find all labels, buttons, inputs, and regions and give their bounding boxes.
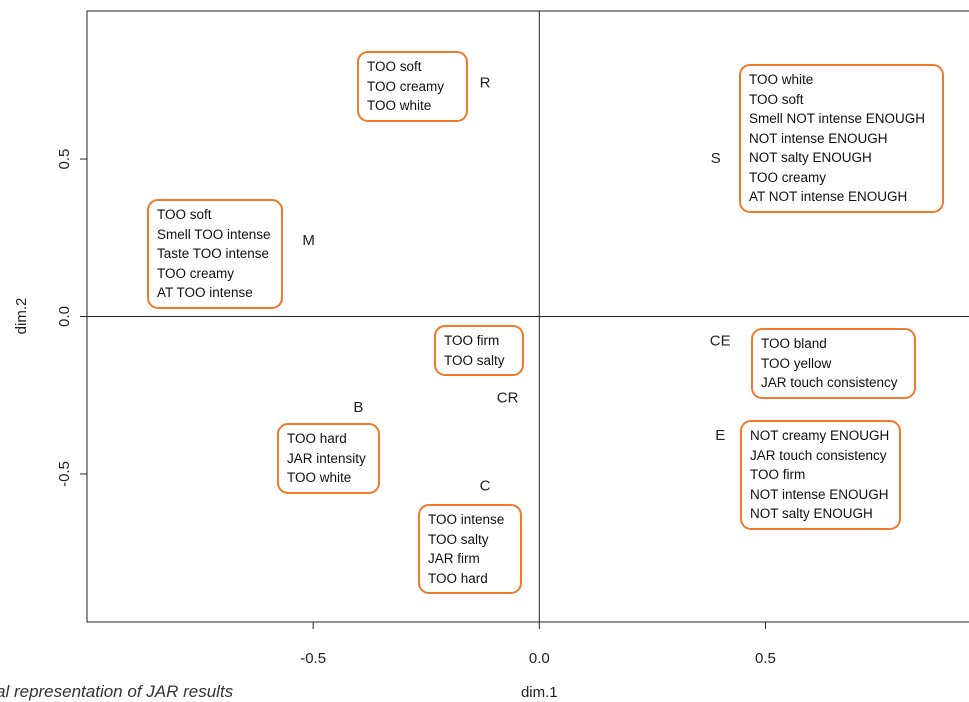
attribute-text: TOO hard [287,431,347,446]
attribute-box-ce: TOO bland TOO yellow JAR touch consistency [751,328,916,399]
figure-caption: al representation of JAR results [0,682,234,701]
attribute-box-m: TOO soft Smell TOO intense Taste TOO inten… [147,199,283,309]
x-tick-label: 0.5 [755,650,776,667]
point-label-r: R [480,74,491,91]
attribute-text: TOO soft [157,207,212,222]
attribute-text: TOO creamy [367,78,445,94]
y-axis-label: dim.2 [13,298,30,335]
attribute-text: TOO firm [444,333,500,348]
attribute-text: AT TOO intense [157,285,253,300]
attribute-text: TOO salty [444,352,505,368]
attribute-box-s: TOO white TOO soft Smell NOT intense ENOUG… [739,64,944,213]
point-label-m: M [302,232,315,249]
x-axis-label: dim.1 [521,684,558,701]
point-label-b: B [353,399,363,416]
attribute-text: TOO intense [428,512,505,527]
attribute-box-e: NOT creamy ENOUGH JAR touch consistency TO… [740,420,901,530]
attribute-text: TOO soft [749,91,804,107]
attribute-text: TOO white [287,470,352,485]
attribute-text: JAR touch consistency [750,447,887,463]
attribute-box-cr: TOO firm TOO salty [434,325,524,376]
point-label-s: S [711,150,721,167]
attribute-text: TOO salty [428,531,489,547]
point-label-e: E [715,427,725,444]
attribute-text: JAR firm [428,551,480,566]
x-tick-label: 0.0 [529,650,550,667]
point-label-ce: CE [710,333,731,350]
attribute-text: Taste TOO intense [157,246,270,261]
attribute-text: AT NOT intense ENOUGH [749,189,908,204]
x-tick-label: -0.5 [300,650,326,667]
attribute-text: Smell TOO intense [157,226,271,242]
attribute-text: TOO white [367,98,432,113]
attribute-text: TOO white [749,72,814,87]
attribute-text: NOT salty ENOUGH [749,150,872,165]
attribute-text: TOO firm [750,467,806,482]
attribute-text: TOO yellow [761,355,832,371]
point-label-cr: CR [497,389,519,406]
attribute-text: NOT intense ENOUGH [750,486,889,502]
attribute-box-c: TOO intense TOO salty JAR firm TOO hard [418,504,522,594]
attribute-text: TOO creamy [749,169,827,185]
attribute-text: NOT intense ENOUGH [749,130,888,146]
attribute-text: NOT creamy ENOUGH [750,428,890,443]
attribute-box-r: TOO soft TOO creamy TOO white [357,51,468,122]
attribute-text: TOO creamy [157,265,235,281]
attribute-text: NOT salty ENOUGH [750,506,873,521]
attribute-text: TOO bland [761,336,827,351]
attribute-text: TOO soft [367,59,422,74]
attribute-text: JAR touch consistency [761,375,898,390]
attribute-text: Smell NOT intense ENOUGH [749,111,926,126]
y-tick-label: 0.0 [56,306,73,327]
attribute-text: JAR intensity [287,450,366,466]
attribute-box-b: TOO hard JAR intensity TOO white [277,423,380,494]
y-tick-label: -0.5 [56,461,73,487]
point-label-c: C [480,478,491,495]
y-tick-label: 0.5 [56,149,73,170]
attribute-text: TOO hard [428,570,488,586]
